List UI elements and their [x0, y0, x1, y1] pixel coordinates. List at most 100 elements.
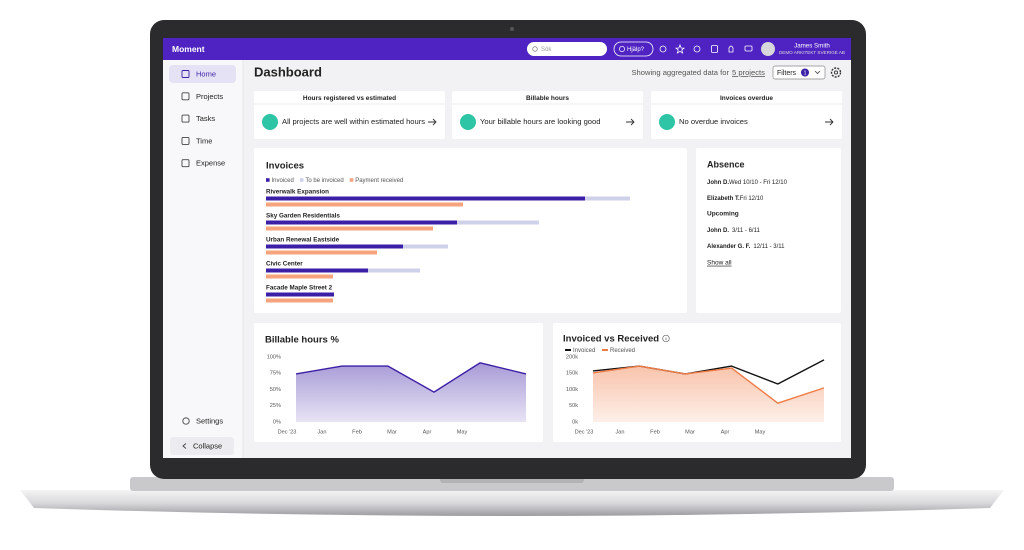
legend-swatch: [299, 178, 304, 182]
billable-title: Billable hours %: [265, 335, 339, 346]
nav-icon: [181, 159, 190, 168]
status-cards: Hours registered vs estimated All project…: [254, 91, 842, 139]
status-arrow[interactable]: [626, 118, 635, 126]
collapse-icon: [182, 443, 187, 449]
absence-name: John D.: [707, 228, 729, 234]
status-card[interactable]: [254, 91, 445, 139]
absence-entry: Elizabeth T.Fri 12/10: [707, 196, 764, 202]
x-tick-label: May: [457, 429, 468, 435]
category-label: Urban Renewal Eastside: [266, 237, 340, 244]
absence-card: [696, 148, 841, 313]
message-icon[interactable]: [744, 45, 753, 52]
category-label: Facade Maple Street 2: [266, 285, 333, 292]
absence-entry: Alexander G. F. 12/11 - 3/11: [707, 244, 785, 250]
x-tick-label: May: [755, 429, 766, 435]
x-tick-label: Jan: [317, 429, 326, 435]
camera: [510, 27, 514, 31]
nav-item[interactable]: Home: [196, 69, 216, 78]
line: [295, 362, 527, 393]
status-message: Your billable hours are looking good: [480, 117, 601, 126]
nav-item[interactable]: Projects: [196, 92, 223, 101]
avatar[interactable]: [761, 42, 775, 56]
collapse-label: Collapse: [193, 441, 222, 450]
legend-label: Invoiced: [573, 348, 595, 354]
bar: [585, 196, 630, 201]
status-arrow[interactable]: [428, 118, 437, 126]
status-message-box: All projects are well within estimated h…: [282, 117, 425, 126]
user-name: James Smith: [794, 43, 830, 50]
search-box[interactable]: [527, 42, 607, 56]
y-tick-label: 50k: [569, 403, 578, 409]
upcoming-title: Upcoming: [707, 211, 739, 218]
nav-active: [169, 65, 236, 83]
bar: [368, 268, 420, 273]
nav-item[interactable]: Time: [196, 136, 212, 145]
status-indicator: [262, 114, 278, 130]
x-tick-label: Apr: [423, 429, 432, 435]
absence-entry: John D. 3/11 - 6/11: [707, 228, 760, 234]
info-icon[interactable]: [662, 334, 670, 343]
help-icon: [619, 46, 625, 52]
status-card[interactable]: [452, 91, 643, 139]
y-tick-label: 50%: [270, 387, 281, 393]
bell-icon[interactable]: [728, 45, 734, 53]
chat-icon[interactable]: [659, 45, 667, 53]
search-icon: [532, 46, 538, 52]
nav-item[interactable]: Tasks: [196, 114, 215, 123]
status-card-title: Billable hours: [526, 95, 569, 102]
x-tick-label: Mar: [685, 429, 695, 435]
nav-icon: [181, 92, 190, 101]
search-placeholder: Sök: [541, 47, 552, 53]
legend-label: Payment received: [355, 178, 403, 184]
legend-label: Invoiced: [272, 178, 294, 184]
clock-icon[interactable]: [693, 45, 701, 53]
filters-chevron: [814, 70, 821, 75]
top-bar: [163, 38, 851, 60]
status-card[interactable]: [651, 91, 842, 139]
nav-item[interactable]: Expense: [196, 159, 225, 168]
y-tick-label: 100k: [566, 387, 578, 393]
projects-link[interactable]: 5 projects: [732, 68, 765, 77]
y-tick-label: 200k: [566, 354, 578, 360]
nav-icon: [181, 70, 190, 78]
x-tick-label: Jan: [615, 429, 624, 435]
gear-icon[interactable]: [830, 67, 842, 78]
status-arrow[interactable]: [825, 118, 834, 126]
x-tick-label: Apr: [721, 429, 730, 435]
status-message: No overdue invoices: [679, 117, 748, 126]
absence-dates: Fri 12/10: [740, 196, 764, 202]
collapse-button[interactable]: [170, 437, 234, 455]
y-tick-label: 0%: [273, 419, 281, 425]
absence-dates: 12/11 - 3/11: [753, 244, 785, 250]
show-all-link[interactable]: Show all: [707, 260, 732, 267]
legend-swatch: [349, 178, 354, 182]
nav-icon: [181, 136, 190, 145]
tasks-icon[interactable]: [711, 45, 718, 53]
gear-center: [833, 70, 839, 75]
status-card-title: Invoices overdue: [720, 95, 773, 102]
bar: [457, 220, 539, 225]
nav-icon: [181, 114, 190, 123]
aggregate-note: Showing aggregated data for: [631, 68, 729, 77]
help-button[interactable]: [613, 41, 654, 57]
legend-label: Received: [610, 348, 635, 354]
category-label: Civic Center: [266, 261, 303, 268]
bar: [266, 244, 403, 249]
sidebar: [163, 60, 243, 458]
invoices-title: Invoices: [266, 161, 304, 172]
bar: [266, 220, 457, 225]
status-message-box: Your billable hours are looking good: [480, 117, 601, 126]
area: [296, 362, 526, 422]
area: [593, 366, 824, 422]
bar: [266, 298, 333, 303]
star-icon[interactable]: [674, 43, 686, 54]
x-tick-label: Mar: [387, 429, 397, 435]
bar: [266, 274, 333, 279]
settings[interactable]: Settings: [196, 416, 223, 425]
help-label: Hjälp?: [627, 47, 645, 53]
line: [592, 365, 825, 404]
filters-button[interactable]: [772, 65, 826, 80]
bar: [266, 268, 368, 273]
bar: [266, 202, 463, 207]
status-indicator: [659, 114, 675, 130]
